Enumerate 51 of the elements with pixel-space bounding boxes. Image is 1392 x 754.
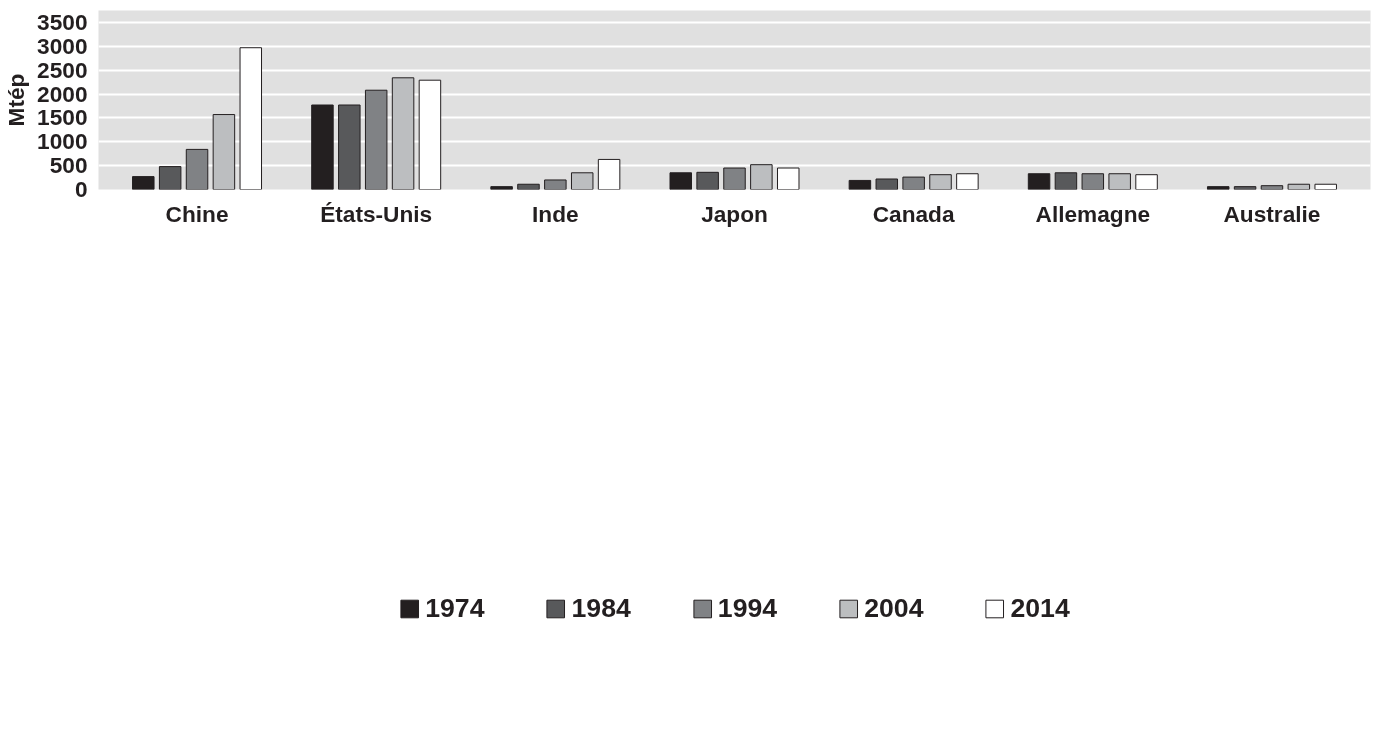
bar [544, 179, 567, 190]
x-tick-label: Japon [701, 200, 768, 227]
legend-label: 1994 [717, 592, 778, 624]
x-tick-label: Inde [532, 200, 579, 227]
legend-label: 1984 [571, 592, 631, 624]
bar [338, 104, 361, 190]
bar [185, 148, 209, 190]
bar [848, 179, 872, 190]
bar [311, 104, 334, 190]
legend-label: 2004 [864, 592, 924, 624]
x-tick-label: Canada [872, 200, 955, 227]
bar [391, 77, 415, 190]
bar [956, 173, 979, 190]
y-tick-label: 1000 [37, 128, 88, 155]
bar [1108, 173, 1131, 190]
bar [875, 178, 899, 190]
y-tick-label: 2000 [37, 80, 88, 107]
bar [1081, 173, 1105, 190]
x-tick-label: États-Unis [320, 200, 433, 227]
bar [132, 176, 155, 190]
bar [517, 183, 540, 190]
bar [158, 166, 182, 190]
bar [696, 171, 719, 190]
bar [570, 172, 594, 190]
bar [1206, 186, 1230, 190]
x-tick-label: Australie [1223, 200, 1321, 227]
legend-label: 1974 [425, 592, 485, 624]
y-tick-label: 3500 [37, 8, 88, 35]
bar [212, 114, 236, 190]
bar [1260, 185, 1284, 190]
bar [902, 176, 925, 190]
bar [364, 89, 388, 190]
bar [1287, 183, 1311, 190]
x-tick-label: Chine [165, 200, 229, 227]
bar [669, 172, 692, 190]
legend-label: 2014 [1010, 592, 1070, 624]
y-tick-label: 500 [49, 152, 88, 179]
bar [1027, 173, 1051, 190]
x-tick-label: Allemagne [1035, 200, 1151, 227]
bar [1314, 183, 1337, 190]
y-tick-label: 1500 [37, 104, 88, 131]
y-tick-label: 0 [74, 176, 88, 202]
bar [490, 186, 513, 190]
y-tick-label: 3000 [37, 32, 88, 59]
bar [1054, 172, 1078, 190]
bar [929, 174, 952, 190]
y-tick-label: 2500 [37, 56, 88, 83]
bar [723, 167, 746, 190]
bar [1135, 174, 1158, 190]
y-axis-title: Mtép [3, 73, 30, 127]
bar [750, 164, 773, 190]
